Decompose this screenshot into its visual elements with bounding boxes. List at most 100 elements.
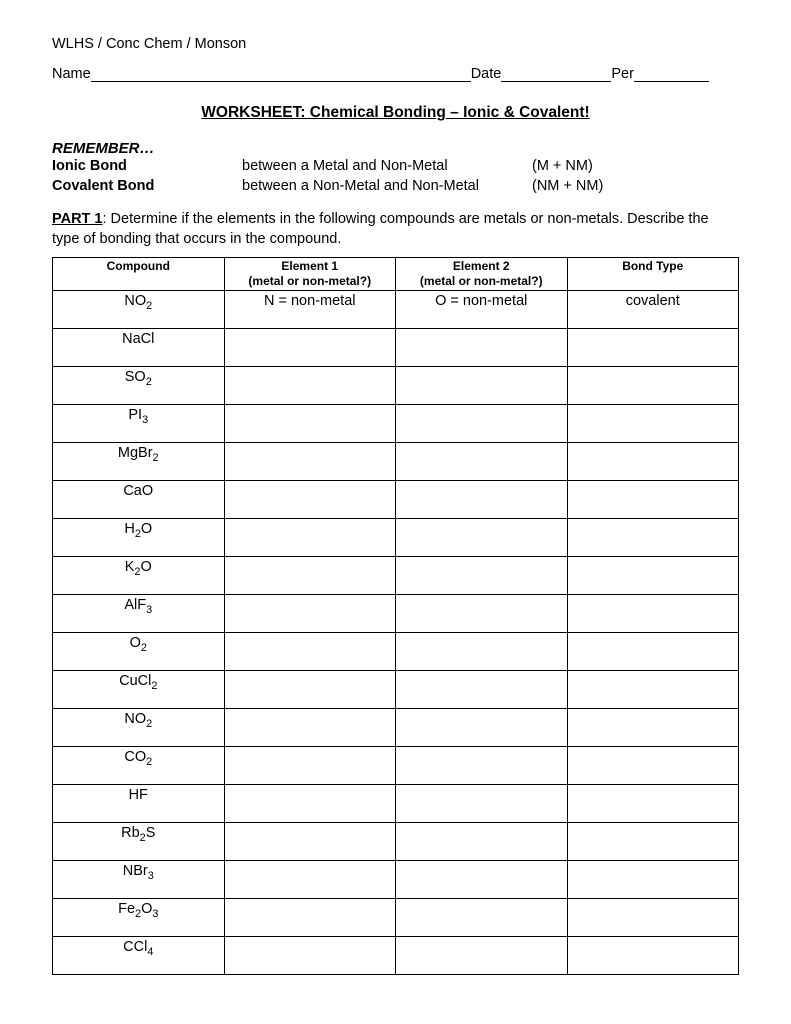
worksheet-title: WORKSHEET: Chemical Bonding – Ionic & Co… xyxy=(52,104,739,122)
element1-cell[interactable] xyxy=(224,709,396,747)
bondtype-cell[interactable] xyxy=(567,671,739,709)
element2-cell[interactable] xyxy=(396,899,568,937)
compound-cell: K2O xyxy=(53,557,225,595)
element1-cell[interactable] xyxy=(224,633,396,671)
bonding-table: Compound Element 1 (metal or non-metal?)… xyxy=(52,257,739,975)
element2-cell[interactable] xyxy=(396,785,568,823)
ionic-bond-abbr: (M + NM) xyxy=(532,157,739,177)
element2-cell[interactable] xyxy=(396,861,568,899)
bondtype-cell[interactable] xyxy=(567,785,739,823)
element2-cell[interactable] xyxy=(396,671,568,709)
name-date-per-line: Name Date Per xyxy=(52,66,739,82)
element2-cell[interactable] xyxy=(396,937,568,975)
bondtype-cell[interactable]: covalent xyxy=(567,291,739,329)
bondtype-cell[interactable] xyxy=(567,519,739,557)
element1-cell[interactable] xyxy=(224,861,396,899)
remember-heading: REMEMBER… xyxy=(52,140,739,157)
element1-cell[interactable]: N = non-metal xyxy=(224,291,396,329)
bondtype-cell[interactable] xyxy=(567,823,739,861)
compound-cell: AlF3 xyxy=(53,595,225,633)
covalent-bond-label: Covalent Bond xyxy=(52,177,242,197)
element1-cell[interactable] xyxy=(224,937,396,975)
bondtype-cell[interactable] xyxy=(567,595,739,633)
element1-cell[interactable] xyxy=(224,367,396,405)
element2-cell[interactable] xyxy=(396,633,568,671)
compound-cell: HF xyxy=(53,785,225,823)
table-row: H2O xyxy=(53,519,739,557)
element1-cell[interactable] xyxy=(224,785,396,823)
bondtype-cell[interactable] xyxy=(567,443,739,481)
date-blank[interactable] xyxy=(501,66,611,82)
element1-cell[interactable] xyxy=(224,443,396,481)
bondtype-cell[interactable] xyxy=(567,367,739,405)
compound-cell: NO2 xyxy=(53,291,225,329)
element2-cell[interactable] xyxy=(396,709,568,747)
table-row: NBr3 xyxy=(53,861,739,899)
element2-cell[interactable] xyxy=(396,595,568,633)
compound-cell: CCl4 xyxy=(53,937,225,975)
element1-cell[interactable] xyxy=(224,671,396,709)
bondtype-cell[interactable] xyxy=(567,633,739,671)
element1-cell[interactable] xyxy=(224,823,396,861)
table-row: NaCl xyxy=(53,329,739,367)
element2-cell[interactable]: O = non-metal xyxy=(396,291,568,329)
compound-cell: Fe2O3 xyxy=(53,899,225,937)
element1-cell[interactable] xyxy=(224,329,396,367)
element2-cell[interactable] xyxy=(396,443,568,481)
compound-cell: MgBr2 xyxy=(53,443,225,481)
part1-label: PART 1 xyxy=(52,211,103,227)
part1-text: : Determine if the elements in the follo… xyxy=(52,211,709,247)
bondtype-cell[interactable] xyxy=(567,747,739,785)
col-compound: Compound xyxy=(53,258,225,291)
per-blank[interactable] xyxy=(634,66,709,82)
bondtype-cell[interactable] xyxy=(567,481,739,519)
element1-cell[interactable] xyxy=(224,899,396,937)
element2-cell[interactable] xyxy=(396,329,568,367)
ionic-bond-desc: between a Metal and Non-Metal xyxy=(242,157,532,177)
header-text: WLHS / Conc Chem / Monson xyxy=(52,36,739,52)
bondtype-cell[interactable] xyxy=(567,861,739,899)
element1-cell[interactable] xyxy=(224,557,396,595)
col-element1: Element 1 (metal or non-metal?) xyxy=(224,258,396,291)
table-row: CuCl2 xyxy=(53,671,739,709)
element1-cell[interactable] xyxy=(224,405,396,443)
date-label: Date xyxy=(471,66,502,82)
element2-cell[interactable] xyxy=(396,747,568,785)
bondtype-cell[interactable] xyxy=(567,405,739,443)
element2-cell[interactable] xyxy=(396,367,568,405)
remember-block: REMEMBER… Ionic Bond between a Metal and… xyxy=(52,140,739,196)
element1-cell[interactable] xyxy=(224,747,396,785)
element1-cell[interactable] xyxy=(224,595,396,633)
compound-cell: NBr3 xyxy=(53,861,225,899)
table-row: CaO xyxy=(53,481,739,519)
table-row: K2O xyxy=(53,557,739,595)
page: WLHS / Conc Chem / Monson Name Date Per … xyxy=(0,0,791,1024)
table-row: AlF3 xyxy=(53,595,739,633)
table-row: CO2 xyxy=(53,747,739,785)
element2-cell[interactable] xyxy=(396,481,568,519)
table-row: CCl4 xyxy=(53,937,739,975)
bondtype-cell[interactable] xyxy=(567,899,739,937)
element2-cell[interactable] xyxy=(396,405,568,443)
compound-cell: CaO xyxy=(53,481,225,519)
compound-cell: CuCl2 xyxy=(53,671,225,709)
name-blank[interactable] xyxy=(91,66,471,82)
compound-cell: PI3 xyxy=(53,405,225,443)
col-bondtype: Bond Type xyxy=(567,258,739,291)
bond-definitions: Ionic Bond between a Metal and Non-Metal… xyxy=(52,157,739,196)
table-row: SO2 xyxy=(53,367,739,405)
table-row: NO2N = non-metalO = non-metalcovalent xyxy=(53,291,739,329)
bondtype-cell[interactable] xyxy=(567,329,739,367)
element1-cell[interactable] xyxy=(224,519,396,557)
bondtype-cell[interactable] xyxy=(567,557,739,595)
bondtype-cell[interactable] xyxy=(567,937,739,975)
element1-cell[interactable] xyxy=(224,481,396,519)
table-row: HF xyxy=(53,785,739,823)
bondtype-cell[interactable] xyxy=(567,709,739,747)
col-element2: Element 2 (metal or non-metal?) xyxy=(396,258,568,291)
element2-cell[interactable] xyxy=(396,557,568,595)
element2-cell[interactable] xyxy=(396,519,568,557)
compound-cell: Rb2S xyxy=(53,823,225,861)
element2-cell[interactable] xyxy=(396,823,568,861)
table-row: MgBr2 xyxy=(53,443,739,481)
